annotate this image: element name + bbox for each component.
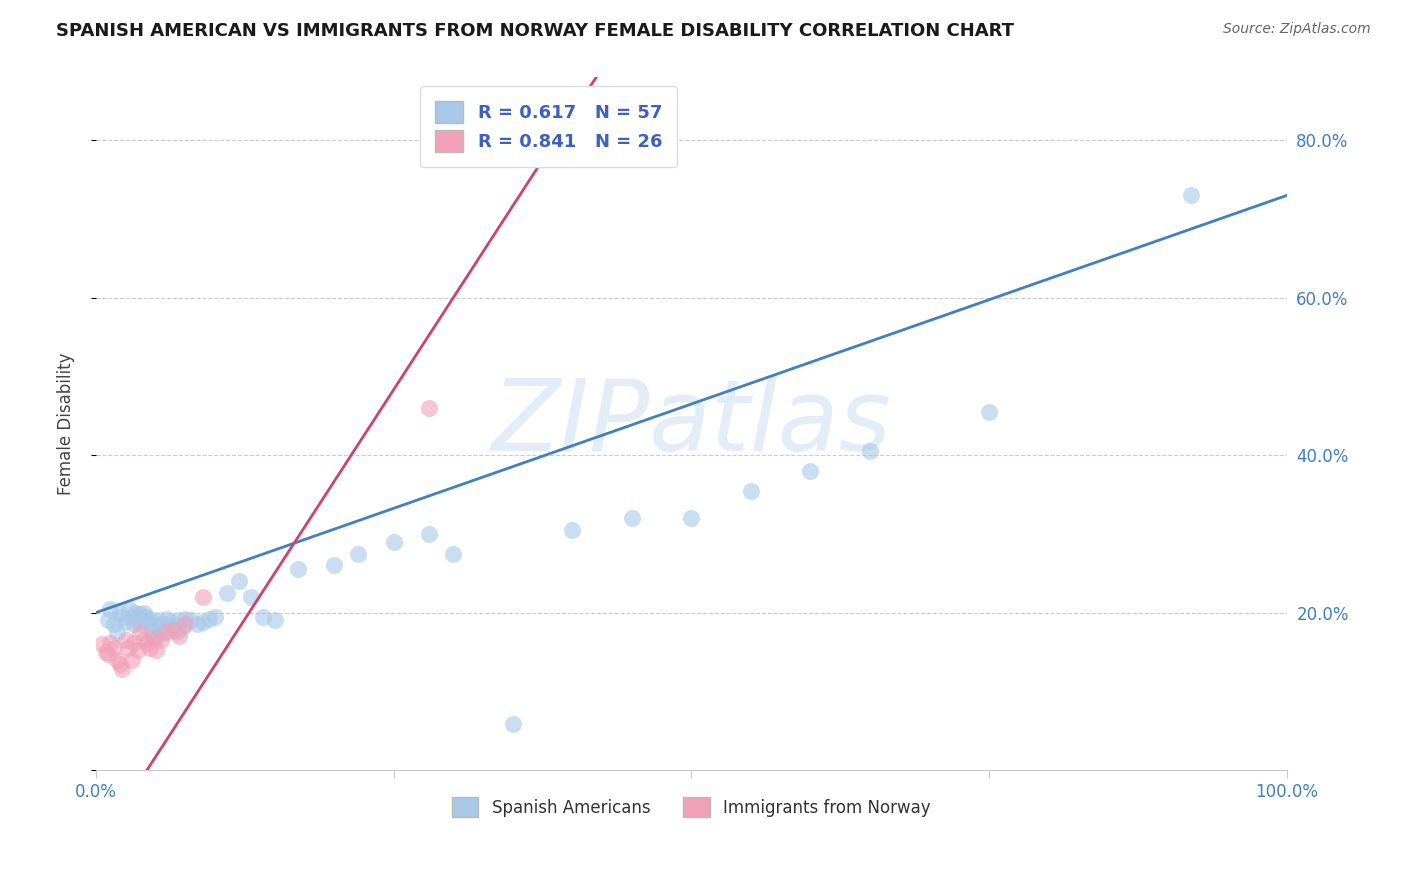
- Point: [859, 444, 882, 458]
- Point: [122, 635, 145, 649]
- Point: [169, 614, 191, 628]
- Y-axis label: Female Disability: Female Disability: [58, 352, 75, 495]
- Point: [142, 627, 165, 641]
- Point: [180, 614, 202, 628]
- Point: [132, 633, 155, 648]
- Point: [347, 547, 370, 561]
- Point: [228, 574, 250, 588]
- Point: [174, 612, 197, 626]
- Point: [108, 657, 131, 671]
- Point: [129, 617, 152, 632]
- Point: [142, 631, 165, 645]
- Point: [150, 633, 173, 648]
- Point: [162, 623, 184, 637]
- Point: [141, 625, 163, 640]
- Point: [150, 617, 173, 632]
- Point: [129, 625, 152, 640]
- Point: [204, 609, 226, 624]
- Point: [124, 606, 146, 620]
- Point: [138, 612, 160, 626]
- Point: [129, 607, 152, 622]
- Point: [502, 717, 524, 731]
- Point: [121, 609, 143, 624]
- Point: [418, 527, 440, 541]
- Point: [111, 662, 134, 676]
- Point: [108, 606, 131, 620]
- Point: [121, 653, 143, 667]
- Point: [156, 612, 179, 626]
- Point: [977, 405, 1000, 419]
- Point: [198, 612, 221, 626]
- Point: [138, 640, 160, 655]
- Point: [166, 625, 188, 640]
- Point: [162, 620, 184, 634]
- Text: SPANISH AMERICAN VS IMMIGRANTS FROM NORWAY FEMALE DISABILITY CORRELATION CHART: SPANISH AMERICAN VS IMMIGRANTS FROM NORW…: [56, 22, 1014, 40]
- Point: [103, 617, 125, 632]
- Point: [160, 615, 183, 629]
- Point: [98, 601, 121, 615]
- Point: [174, 617, 197, 632]
- Point: [136, 615, 159, 629]
- Point: [103, 640, 125, 655]
- Point: [740, 483, 762, 498]
- Point: [681, 511, 703, 525]
- Point: [132, 606, 155, 620]
- Point: [323, 558, 346, 573]
- Point: [114, 633, 136, 648]
- Point: [1180, 188, 1202, 202]
- Point: [382, 534, 405, 549]
- Point: [191, 590, 214, 604]
- Point: [122, 617, 145, 632]
- Point: [169, 629, 191, 643]
- Point: [114, 615, 136, 629]
- Point: [135, 609, 157, 624]
- Point: [94, 645, 117, 659]
- Point: [239, 590, 262, 604]
- Point: [107, 653, 129, 667]
- Point: [118, 601, 141, 615]
- Point: [127, 643, 149, 657]
- Point: [252, 609, 274, 624]
- Point: [146, 621, 169, 635]
- Point: [418, 401, 440, 415]
- Point: [153, 625, 176, 640]
- Point: [145, 643, 167, 657]
- Point: [263, 614, 285, 628]
- Point: [287, 562, 309, 576]
- Point: [441, 547, 464, 561]
- Point: [156, 625, 179, 640]
- Point: [117, 640, 139, 655]
- Point: [561, 523, 583, 537]
- Point: [127, 612, 149, 626]
- Point: [799, 464, 821, 478]
- Point: [172, 620, 194, 634]
- Point: [91, 637, 114, 651]
- Point: [111, 609, 134, 624]
- Text: Source: ZipAtlas.com: Source: ZipAtlas.com: [1223, 22, 1371, 37]
- Point: [107, 625, 129, 640]
- Point: [620, 511, 643, 525]
- Point: [145, 631, 167, 645]
- Point: [98, 635, 121, 649]
- Point: [215, 586, 238, 600]
- Legend: Spanish Americans, Immigrants from Norway: Spanish Americans, Immigrants from Norwa…: [444, 790, 938, 824]
- Point: [97, 614, 120, 628]
- Text: ZIPatlas: ZIPatlas: [491, 376, 891, 472]
- Point: [97, 647, 120, 661]
- Point: [186, 617, 208, 632]
- Point: [191, 615, 214, 629]
- Point: [148, 614, 170, 628]
- Point: [136, 635, 159, 649]
